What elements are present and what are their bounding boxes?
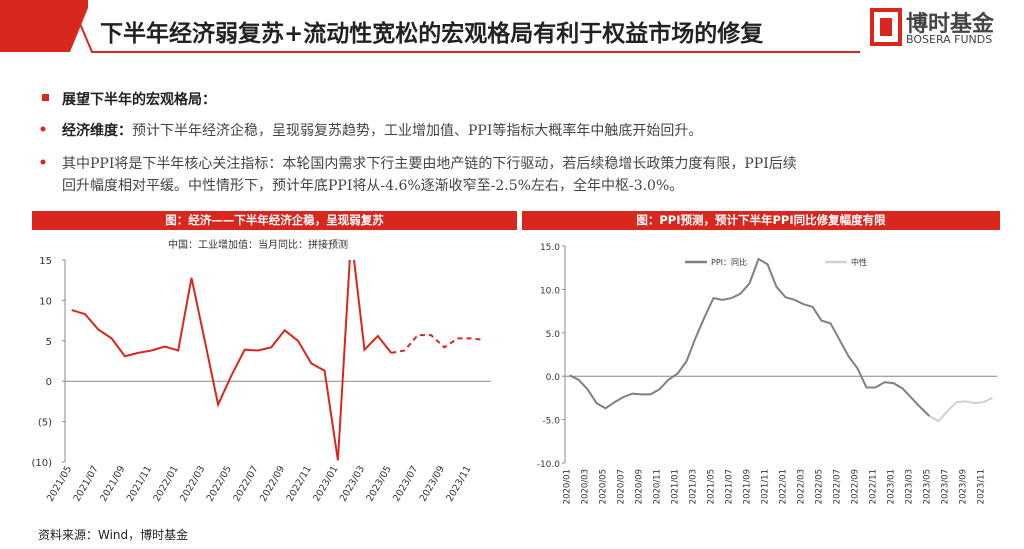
x-tick-label: 2023/01 <box>311 464 340 504</box>
x-tick-label: 2023/11 <box>444 464 473 504</box>
x-tick-label: 2022/09 <box>258 464 287 504</box>
y-tick-label: 0.0 <box>546 373 561 383</box>
y-tick-label: -5.0 <box>542 417 560 427</box>
bullet-text: 预计下半年经济企稳，呈现弱复苏趋势，工业增加值、PPI等指标大概率年中触底开始回… <box>132 123 703 139</box>
x-tick-label: 2023/05 <box>923 469 933 504</box>
chart-title: 图：PPI预测，预计下半年PPI同比修复幅度有限 <box>522 211 1000 230</box>
x-tick-label: 2022/09 <box>851 469 861 504</box>
x-tick-label: 2023/07 <box>391 464 420 504</box>
header-line <box>69 0 860 53</box>
x-tick-label: 2021/07 <box>725 469 735 504</box>
bullet: 经济维度：预计下半年经济企稳，呈现弱复苏趋势，工业增加值、PPI等指标大概率年中… <box>62 120 702 140</box>
chart: 中国：工业增加值：当月同比：拼接预测151050(5)(10)2021/0520… <box>31 238 491 504</box>
legend-label: 中性 <box>851 257 867 267</box>
bullet-dot <box>40 159 46 165</box>
x-tick-label: 2023/03 <box>338 464 367 504</box>
bullet: 其中PPI将是下半年核心关注指标：本轮国内需求下行主要由地产链的下行驱动，若后续… <box>62 153 797 197</box>
page-title: 下半年经济弱复苏+流动性宽松的宏观格局有利于权益市场的修复 <box>100 21 764 47</box>
y-tick-label: (10) <box>31 458 52 469</box>
x-tick-label: 2021/05 <box>45 464 74 504</box>
x-tick-label: 2021/11 <box>125 464 154 504</box>
bullet-square <box>42 94 49 101</box>
x-tick-label: 2023/09 <box>959 469 969 504</box>
y-tick-label: -10.0 <box>537 460 561 470</box>
chart-subtitle: 中国：工业增加值：当月同比：拼接预测 <box>168 238 348 251</box>
x-tick-label: 2021/03 <box>689 469 699 504</box>
x-tick-label: 2020/09 <box>635 469 645 504</box>
x-tick-label: 2023/01 <box>887 469 897 504</box>
x-tick-label: 2022/07 <box>833 469 843 504</box>
x-tick-label: 2022/11 <box>285 464 314 504</box>
x-tick-label: 2021/07 <box>72 464 101 504</box>
bullet-label: 经济维度： <box>62 123 132 139</box>
x-tick-label: 2022/01 <box>779 469 789 504</box>
x-tick-label: 2022/05 <box>815 469 825 504</box>
x-tick-label: 2020/07 <box>617 469 627 504</box>
x-tick-label: 2021/09 <box>743 469 753 504</box>
x-tick-label: 2021/01 <box>671 469 681 504</box>
bullet-dot <box>40 126 46 132</box>
legend-label: PPI：同比 <box>711 257 747 267</box>
y-tick-label: 10.0 <box>540 286 560 296</box>
x-tick-label: 2022/01 <box>151 464 180 504</box>
y-tick-label: 0 <box>46 377 52 388</box>
x-tick-label: 2023/11 <box>977 469 987 504</box>
x-tick-label: 2022/03 <box>797 469 807 504</box>
source-note: 资料来源：Wind，博时基金 <box>38 528 189 542</box>
series-line <box>391 334 485 354</box>
y-tick-label: (5) <box>38 418 52 429</box>
x-tick-label: 2022/03 <box>178 464 207 504</box>
x-tick-label: 2020/11 <box>653 469 663 504</box>
header-band <box>0 0 88 52</box>
logo-text: BOSERA FUNDS <box>906 33 993 46</box>
x-tick-label: 2021/11 <box>761 469 771 504</box>
series-line <box>71 260 392 461</box>
x-tick-label: 2023/05 <box>364 464 393 504</box>
series-line <box>928 396 993 423</box>
x-tick-label: 2022/11 <box>869 469 879 504</box>
x-tick-label: 2023/09 <box>418 464 447 504</box>
y-tick-label: 10 <box>39 296 52 307</box>
y-tick-label: 15 <box>39 256 52 267</box>
section-heading: 展望下半年的宏观格局： <box>62 92 216 108</box>
chart-title: 图：经济——下半年经济企稳，呈现弱复苏 <box>32 211 517 230</box>
x-tick-label: 2021/09 <box>98 464 127 504</box>
y-tick-label: 15.0 <box>540 243 560 253</box>
x-tick-label: 2020/01 <box>563 469 573 504</box>
y-tick-label: 5.0 <box>546 330 561 340</box>
x-tick-label: 2022/07 <box>231 464 260 504</box>
logo-mark <box>870 8 902 46</box>
logo-mark <box>880 18 892 36</box>
logo-text: 博时基金 <box>906 12 995 37</box>
bullet-line: 其中PPI将是下半年核心关注指标：本轮国内需求下行主要由地产链的下行驱动，若后续… <box>62 156 797 172</box>
series-line <box>569 257 931 417</box>
x-tick-label: 2020/05 <box>599 469 609 504</box>
x-tick-label: 2020/03 <box>581 469 591 504</box>
y-tick-label: 5 <box>46 337 52 348</box>
x-tick-label: 2022/05 <box>205 464 234 504</box>
x-tick-label: 2021/05 <box>707 469 717 504</box>
x-tick-label: 2023/03 <box>905 469 915 504</box>
x-tick-label: 2023/07 <box>941 469 951 504</box>
bullet-line: 回升幅度相对平缓。中性情形下，预计年底PPI将从-4.6%逐渐收窄至-2.5%左… <box>62 178 684 194</box>
